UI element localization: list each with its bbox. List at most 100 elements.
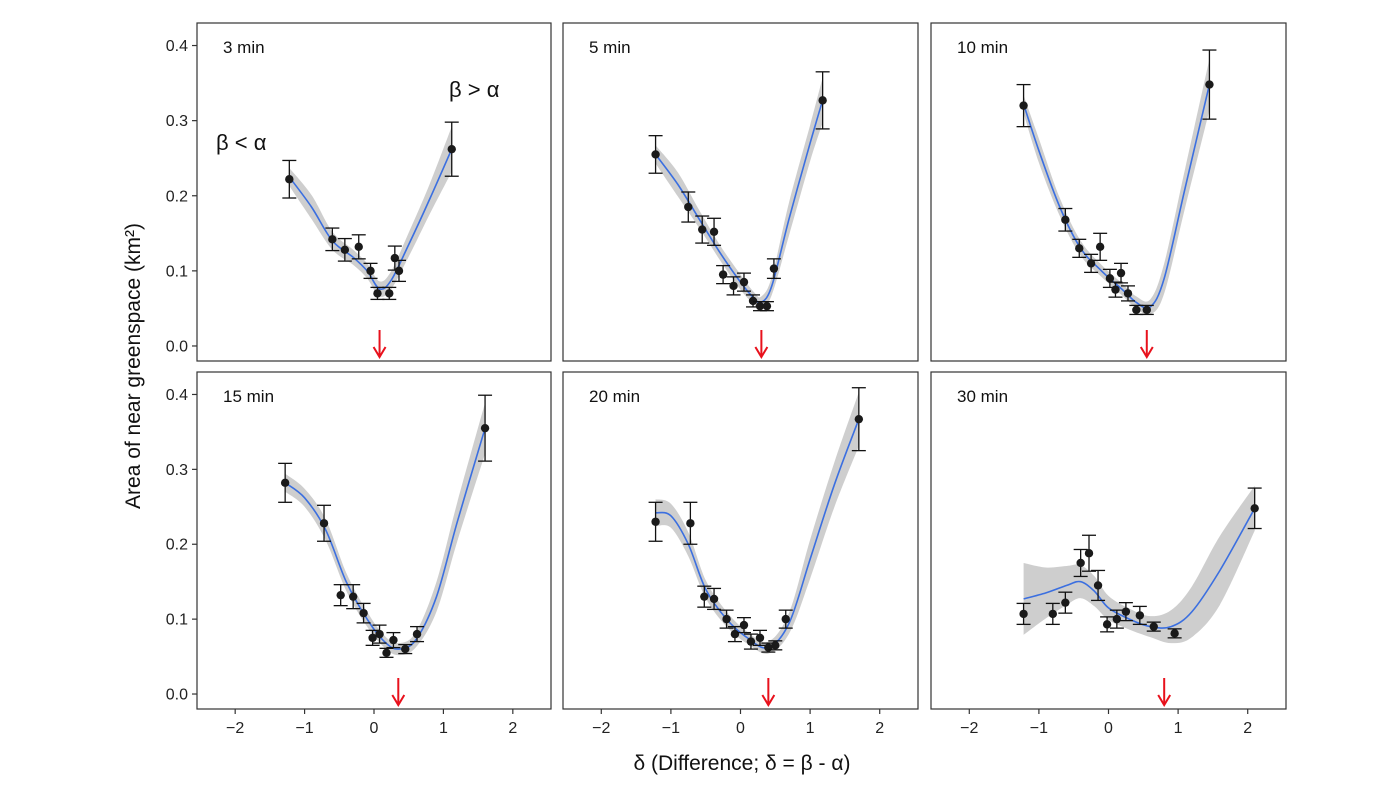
data-point xyxy=(1142,305,1151,315)
red-arrow-head xyxy=(1157,694,1172,707)
panel-15-min: 15 min 0.0 0.1 0.2 0.3 0.4 −2 −1 0 1 2 xyxy=(166,371,552,737)
panel-frame xyxy=(196,371,552,710)
panel-label: 3 min xyxy=(223,38,265,57)
data-point xyxy=(401,644,410,654)
x-tick-label: −1 xyxy=(295,720,313,737)
data-point xyxy=(1093,581,1103,590)
data-point xyxy=(480,423,490,433)
x-tick-label: 0 xyxy=(1104,720,1113,737)
x-tick-label: 1 xyxy=(1174,720,1183,737)
data-point xyxy=(389,635,398,645)
data-point xyxy=(718,270,728,279)
data-point xyxy=(818,96,827,105)
data-point xyxy=(1121,607,1131,616)
y-tick-label: 0.4 xyxy=(166,387,188,404)
confidence-band xyxy=(285,402,486,656)
y-tick-label: 0.4 xyxy=(166,38,188,55)
data-point xyxy=(684,202,693,212)
x-tick-label: −2 xyxy=(592,720,610,737)
data-point xyxy=(1061,215,1070,224)
data-point xyxy=(340,245,350,255)
x-tick-label: 2 xyxy=(875,720,884,737)
confidence-band xyxy=(289,126,452,297)
data-point xyxy=(354,242,363,252)
data-point xyxy=(709,227,719,237)
red-arrow-head xyxy=(754,346,769,359)
panel-label: 10 min xyxy=(957,38,1008,57)
data-point xyxy=(1086,259,1096,268)
data-point xyxy=(385,289,394,298)
data-point xyxy=(854,414,864,424)
x-axis-title: δ (Difference; δ = β - α) xyxy=(633,752,850,775)
data-point xyxy=(1019,101,1028,110)
panel-frame xyxy=(562,371,919,710)
data-point xyxy=(1250,504,1259,513)
panel-30-min: 30 min −2 −1 0 1 2 xyxy=(930,371,1287,737)
data-point xyxy=(1205,80,1214,89)
x-tick-label: −1 xyxy=(1030,720,1048,737)
data-point xyxy=(1112,614,1122,624)
data-point xyxy=(746,637,756,646)
panel-label: 20 min xyxy=(589,387,640,406)
panel-label: 5 min xyxy=(589,38,631,57)
red-arrow-head xyxy=(761,694,776,707)
data-point xyxy=(709,594,719,604)
panel-frame xyxy=(562,22,919,362)
fit-line xyxy=(1023,507,1256,629)
data-point xyxy=(1095,242,1105,252)
x-tick-label: 1 xyxy=(439,720,448,737)
data-point xyxy=(755,633,765,643)
data-point xyxy=(769,264,779,273)
data-point xyxy=(1149,622,1158,631)
panel-10-min: 10 min xyxy=(930,22,1287,362)
data-point xyxy=(781,614,790,624)
data-point xyxy=(1123,289,1133,298)
data-point xyxy=(328,235,337,244)
fit-line xyxy=(288,148,453,291)
panel-5-min: 5 min xyxy=(562,22,919,362)
data-point xyxy=(1076,558,1085,568)
data-point xyxy=(373,289,382,298)
panel-frame xyxy=(196,22,552,362)
x-tick-label: 0 xyxy=(370,720,379,737)
x-tick-label: 2 xyxy=(508,720,517,737)
data-point xyxy=(390,253,400,263)
data-point xyxy=(394,266,404,276)
data-point xyxy=(748,296,758,306)
data-point xyxy=(336,590,345,600)
data-point xyxy=(729,281,738,291)
y-tick-label: 0.3 xyxy=(166,462,188,479)
y-tick-label: 0.0 xyxy=(166,338,188,355)
y-tick-label: 0.1 xyxy=(166,263,188,280)
x-tick-label: 2 xyxy=(1243,720,1252,737)
data-point xyxy=(686,519,695,528)
data-point xyxy=(1111,285,1120,294)
data-point xyxy=(651,150,660,159)
data-point xyxy=(348,592,358,601)
panel-3-min: 3 min β < α β > α 0.0 0.1 0.2 0.3 0.4 xyxy=(166,22,552,362)
data-point xyxy=(447,144,456,154)
panel-frame xyxy=(930,22,1287,362)
data-point xyxy=(359,608,368,618)
y-tick-label: 0.3 xyxy=(166,113,188,130)
data-point xyxy=(762,301,772,311)
data-point xyxy=(1048,609,1058,619)
y-tick-label: 0.0 xyxy=(166,687,188,704)
confidence-band xyxy=(1023,485,1255,644)
data-point xyxy=(1135,611,1145,620)
data-point xyxy=(1019,609,1028,619)
panel-label: 15 min xyxy=(223,387,274,406)
data-point xyxy=(1061,598,1070,607)
panels: 3 min β < α β > α 0.0 0.1 0.2 0.3 0.4 5 min 10 mi… xyxy=(166,22,1287,737)
data-point xyxy=(1132,305,1141,315)
data-point xyxy=(771,641,780,650)
data-point xyxy=(755,301,765,311)
data-point xyxy=(382,648,391,658)
red-arrow-head xyxy=(372,346,387,359)
x-tick-label: 0 xyxy=(736,720,745,737)
annotation-beta-less-alpha: β < α xyxy=(216,130,267,155)
data-point xyxy=(739,277,749,287)
x-tick-label: −2 xyxy=(960,720,978,737)
confidence-band xyxy=(655,392,859,654)
y-tick-label: 0.1 xyxy=(166,612,188,629)
